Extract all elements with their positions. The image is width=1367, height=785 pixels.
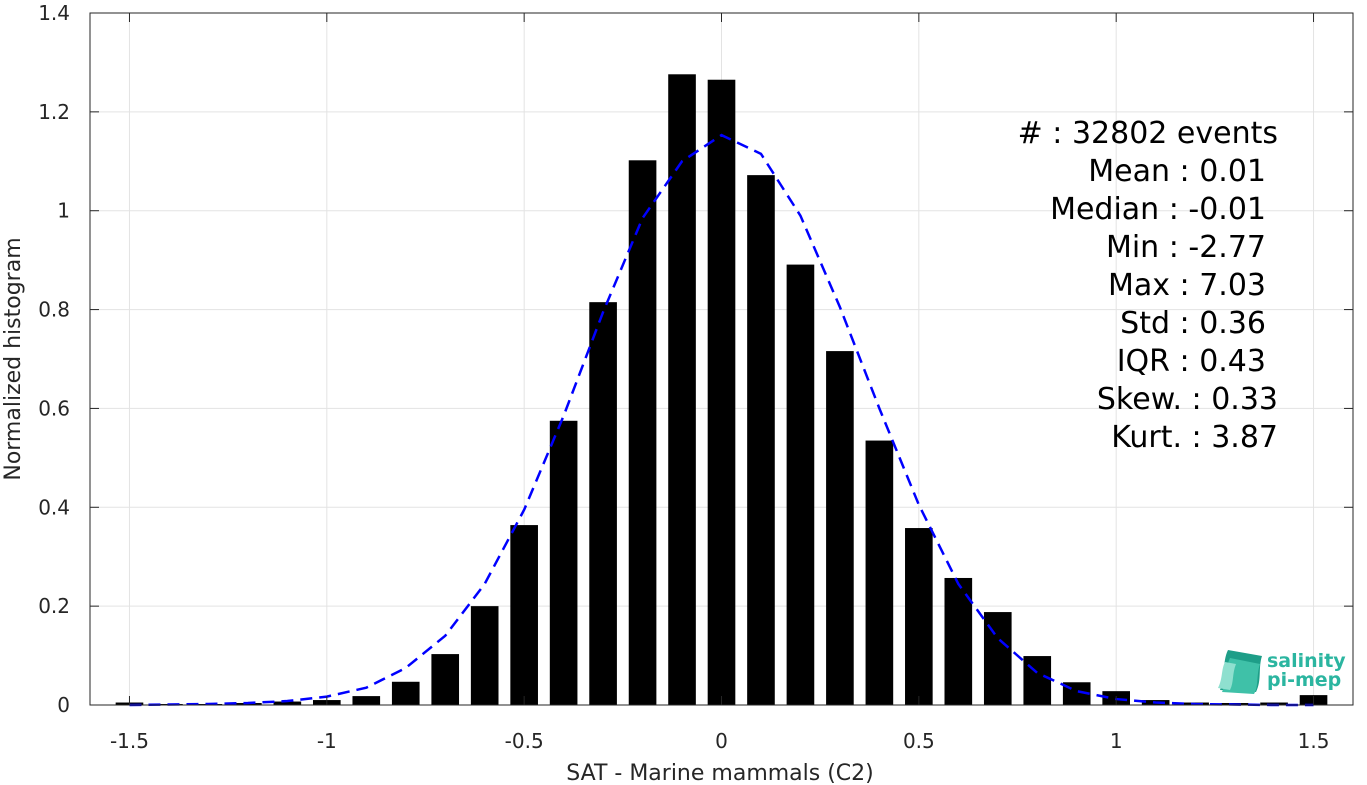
y-axis-label: Normalized histogram — [1, 237, 26, 480]
x-tick-label: 0.5 — [903, 729, 935, 753]
histogram-bar — [352, 696, 381, 705]
stat-median: Median : -0.01 — [1050, 192, 1266, 227]
x-axis-label: SAT - Marine mammals (C2) — [566, 761, 874, 785]
histogram-bar — [826, 351, 854, 705]
histogram-bar — [628, 160, 657, 706]
stat-std: Std : 0.36 — [1120, 306, 1266, 341]
wave-logo-icon — [1218, 650, 1262, 694]
y-tick-label: 0.8 — [38, 298, 70, 322]
y-tick-label: 1 — [57, 199, 70, 223]
x-tick-label: -1 — [317, 729, 337, 753]
y-tick-labels: 0 0.2 0.4 0.6 0.8 1 1.2 1.4 — [38, 1, 70, 717]
x-tick-label: 1.5 — [1298, 729, 1330, 753]
histogram-bar — [747, 175, 775, 705]
histogram-bar — [944, 577, 973, 705]
stat-mean: Mean : 0.01 — [1088, 154, 1266, 189]
y-tick-label: 0 — [57, 693, 70, 717]
histogram-bar — [510, 525, 538, 705]
histogram-bar — [589, 302, 617, 705]
stat-iqr: IQR : 0.43 — [1117, 344, 1266, 379]
x-tick-label: -0.5 — [505, 729, 544, 753]
y-tick-label: 1.2 — [38, 100, 70, 124]
histogram-bar — [707, 79, 736, 705]
stat-min: Min : -2.77 — [1106, 230, 1266, 265]
x-tick-label: 1 — [1110, 729, 1123, 753]
histogram-bar — [668, 74, 696, 705]
x-tick-labels: -1.5 -1 -0.5 0 0.5 1 1.5 — [110, 729, 1329, 753]
axis-ticks — [90, 12, 1353, 706]
histogram-bar — [905, 528, 933, 705]
histogram-bar — [786, 264, 815, 705]
stat-count: # : 32802 events — [1018, 116, 1278, 151]
histogram-bar — [273, 701, 302, 705]
stat-kurt: Kurt. : 3.87 — [1111, 420, 1278, 455]
logo-line1: salinity — [1267, 650, 1346, 672]
stat-max: Max : 7.03 — [1108, 268, 1266, 303]
y-tick-label: 1.4 — [38, 1, 70, 25]
x-tick-label: 0 — [715, 729, 728, 753]
histogram-bar — [865, 440, 894, 705]
histogram-bars — [115, 74, 1328, 706]
histogram-bar — [391, 681, 420, 705]
salinity-pi-mep-logo: salinity pi-mep — [1218, 650, 1346, 694]
histogram-bar — [549, 420, 578, 705]
stat-skew: Skew. : 0.33 — [1097, 382, 1278, 417]
histogram-bar — [1023, 656, 1052, 705]
y-tick-label: 0.2 — [38, 594, 70, 618]
y-tick-label: 0.4 — [38, 495, 70, 519]
histogram-bar — [431, 654, 460, 705]
statistics-box: # : 32802 events Mean : 0.01 Median : -0… — [1018, 116, 1278, 455]
x-tick-label: -1.5 — [110, 729, 149, 753]
logo-line2: pi-mep — [1267, 669, 1341, 691]
y-tick-label: 0.6 — [38, 396, 70, 420]
histogram-bar — [470, 606, 499, 705]
